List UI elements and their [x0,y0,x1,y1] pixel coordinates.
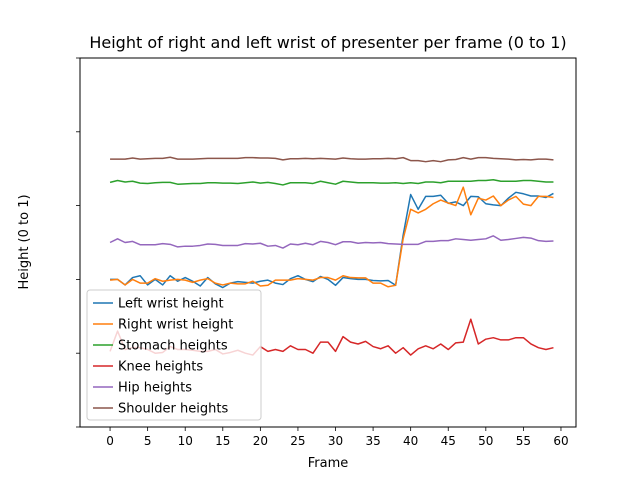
legend-label-2: Stomach heights [118,339,228,354]
x-axis-label: Frame [308,456,349,471]
series-line-5 [110,156,554,163]
plot-frame [79,57,577,428]
legend-label-1: Right wrist height [118,318,233,333]
legend-label-3: Knee heights [118,360,203,375]
x-tick-label-1: 5 [144,434,152,448]
y-axis-label: Height (0 to 1) [17,194,32,289]
series-line-2 [109,179,554,186]
series-line-1 [109,186,554,288]
x-tick-label-6: 30 [328,434,343,448]
x-tick-label-5: 25 [290,434,305,448]
x-tick-label-2: 10 [178,434,193,448]
x-tick-label-9: 45 [441,434,456,448]
y-axis [76,57,80,428]
x-tick-label-3: 15 [215,434,230,448]
legend-box [86,289,262,421]
legend-label-4: Hip heights [118,381,192,396]
x-tick-label-11: 55 [516,434,531,448]
x-axis: 0 5 10 15 20 25 30 35 40 45 50 55 60 [106,427,569,448]
x-tick-label-7: 35 [365,434,380,448]
x-tick-label-8: 40 [403,434,418,448]
legend-label-0: Left wrist height [118,297,224,312]
x-tick-label-12: 60 [553,434,568,448]
x-tick-label-0: 0 [106,434,114,448]
x-tick-label-10: 50 [478,434,493,448]
chart-title: Height of right and left wrist of presen… [89,33,566,52]
x-tick-label-4: 20 [253,434,268,448]
legend-label-5: Shoulder heights [118,402,228,417]
legend: Left wrist height Right wrist height Stoma… [86,289,262,421]
series-line-4 [109,235,554,249]
